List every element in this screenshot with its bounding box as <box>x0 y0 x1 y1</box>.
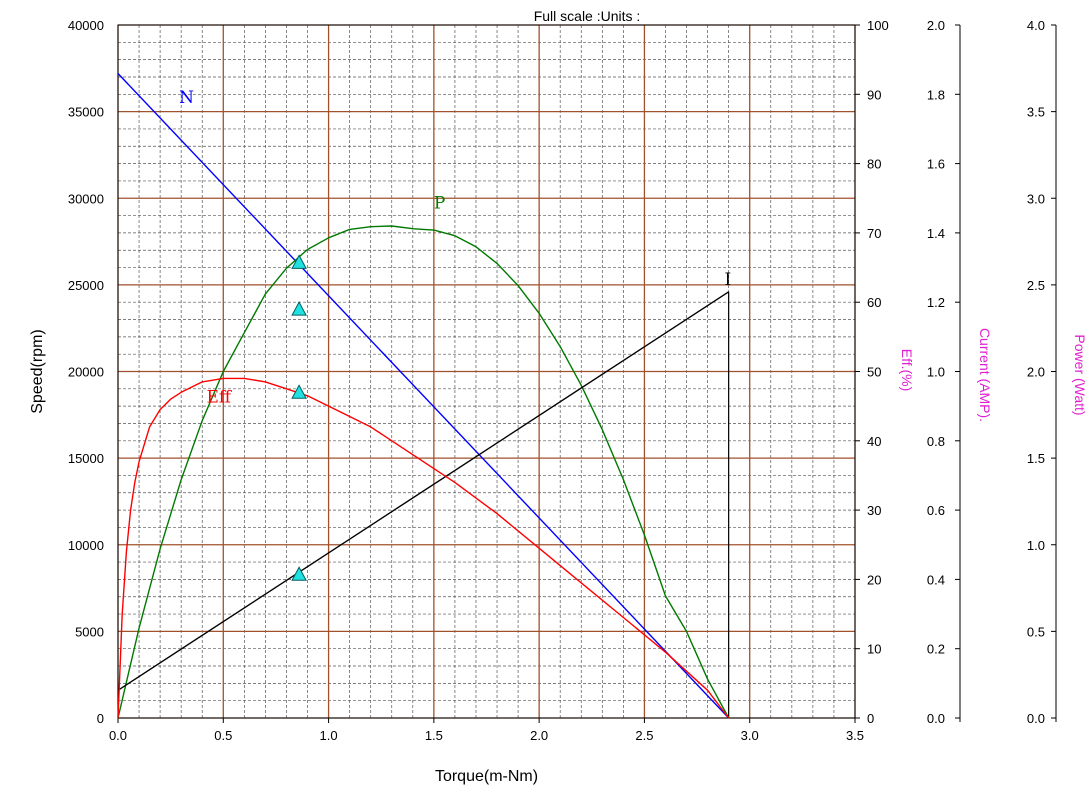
eff-tick-label: 50 <box>867 365 881 380</box>
current-tick-label: 1.8 <box>927 87 945 102</box>
power-tick-label: 2.5 <box>1027 278 1045 293</box>
axes: 0.0 0.5 1.0 1.5 2.0 2.5 3.0 3.5Torque(m-Nm)0500… <box>29 18 1088 785</box>
x-axis-title: Torque(m-Nm) <box>435 768 538 785</box>
x-tick-label: 3.0 <box>741 728 759 743</box>
current-tick-label: 0.8 <box>927 434 945 449</box>
x-tick-label: 0.0 <box>109 728 127 743</box>
series-label-p: P <box>434 194 445 214</box>
speed-tick-label: 40000 <box>68 18 104 33</box>
operating-point-marker <box>291 301 307 316</box>
power-axis-title: Power (Watt) <box>1072 334 1088 415</box>
series-label-i: I <box>724 270 731 290</box>
eff-tick-label: 60 <box>867 295 881 310</box>
speed-tick-label: 5000 <box>75 624 104 639</box>
eff-tick-label: 70 <box>867 226 881 241</box>
x-tick-label: 2.5 <box>635 728 653 743</box>
power-tick-label: 3.0 <box>1027 191 1045 206</box>
current-tick-label: 1.0 <box>927 365 945 380</box>
eff-tick-label: 80 <box>867 157 881 172</box>
power-tick-label: 1.0 <box>1027 538 1045 553</box>
power-tick-label: 0.5 <box>1027 624 1045 639</box>
x-tick-label: 1.0 <box>320 728 338 743</box>
eff-tick-label: 90 <box>867 87 881 102</box>
grid <box>117 24 856 719</box>
current-tick-label: 1.4 <box>927 226 945 241</box>
markers <box>291 254 307 581</box>
current-tick-label: 2.0 <box>927 18 945 33</box>
eff-tick-label: 20 <box>867 572 881 587</box>
eff-tick-label: 40 <box>867 434 881 449</box>
series-label-eff: Eff <box>206 388 232 408</box>
speed-axis-title: Speed(rpm) <box>29 329 46 413</box>
current-tick-label: 0.2 <box>927 642 945 657</box>
operating-point-marker <box>291 384 307 399</box>
current-tick-label: 1.2 <box>927 295 945 310</box>
series-label-n: N <box>179 88 194 108</box>
speed-tick-label: 25000 <box>68 278 104 293</box>
speed-tick-label: 20000 <box>68 365 104 380</box>
eff-tick-label: 30 <box>867 503 881 518</box>
full-scale-units-label: Full scale :Units : <box>534 8 641 24</box>
speed-tick-label: 35000 <box>68 105 104 120</box>
eff-tick-label: 10 <box>867 642 881 657</box>
series-line-n <box>117 73 730 719</box>
eff-tick-label: 0 <box>867 711 874 726</box>
current-tick-label: 0.4 <box>927 572 945 587</box>
speed-tick-label: 0 <box>97 711 104 726</box>
eff-tick-label: 100 <box>867 18 889 33</box>
current-tick-label: 0.6 <box>927 503 945 518</box>
current-tick-label: 0.0 <box>927 711 945 726</box>
series-line-i <box>117 291 730 691</box>
power-tick-label: 4.0 <box>1027 18 1045 33</box>
current-axis-title: Current (AMP). <box>977 328 993 422</box>
power-tick-label: 1.5 <box>1027 451 1045 466</box>
x-tick-label: 1.5 <box>425 728 443 743</box>
current-tick-label: 1.6 <box>927 157 945 172</box>
operating-point-marker <box>291 254 307 269</box>
power-tick-label: 3.5 <box>1027 105 1045 120</box>
series-line-p <box>117 225 730 719</box>
speed-tick-label: 30000 <box>68 191 104 206</box>
operating-point-marker <box>291 566 307 581</box>
eff-axis-title: Eff.(%) <box>899 349 915 392</box>
x-tick-label: 2.0 <box>530 728 548 743</box>
series <box>117 73 730 719</box>
x-tick-label: 3.5 <box>846 728 864 743</box>
x-tick-label: 0.5 <box>214 728 232 743</box>
series-line-eff <box>117 377 730 719</box>
power-tick-label: 2.0 <box>1027 365 1045 380</box>
labels: N P I Eff <box>179 88 731 408</box>
power-tick-label: 0.0 <box>1027 711 1045 726</box>
speed-tick-label: 15000 <box>68 451 104 466</box>
speed-tick-label: 10000 <box>68 538 104 553</box>
